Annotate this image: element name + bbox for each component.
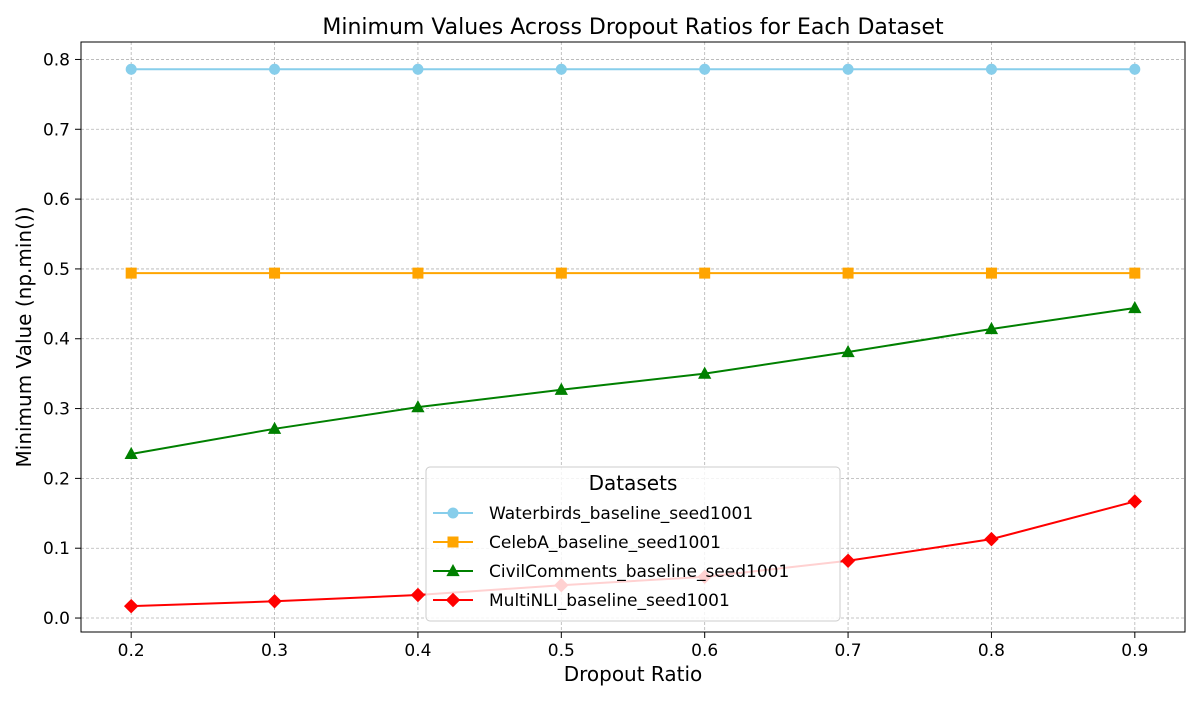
y-tick-label: 0.8: [43, 50, 70, 70]
legend[interactable]: Datasets Waterbirds_baseline_seed1001 Cel…: [425, 466, 841, 622]
legend-items: Waterbirds_baseline_seed1001 CelebA_basel…: [433, 504, 789, 611]
waterbirds-data-point: [699, 63, 711, 75]
multinli-data-point: [123, 598, 139, 614]
civilcomments-series-line: [131, 307, 1135, 455]
y-tick-label: 0.3: [43, 400, 70, 420]
celeba-data-point: [125, 267, 137, 279]
civilcomments-data-point: [1128, 300, 1142, 314]
waterbirds-data-point: [125, 63, 137, 75]
y-tick-label: 0.4: [43, 330, 70, 350]
waterbirds-data-point: [842, 63, 854, 75]
x-tick-label: 0.9: [1121, 641, 1148, 661]
x-tick-label: 0.7: [835, 641, 862, 661]
plot-frame: [80, 41, 1186, 633]
civilcomments-data-point: [554, 382, 568, 395]
x-tick-label: 0.5: [548, 641, 575, 661]
waterbirds-data-point: [269, 63, 281, 75]
multinli-data-point: [267, 594, 282, 609]
waterbirds-data-point: [985, 63, 997, 75]
legend-title: Datasets: [589, 471, 678, 495]
civilcomments-data-point: [267, 421, 282, 434]
civilcomments-data-point: [698, 366, 712, 379]
celeba-data-point: [985, 267, 997, 279]
celeba-data-point: [699, 267, 711, 279]
legend-label: Waterbirds_baseline_seed1001: [489, 504, 753, 524]
multinli-data-point: [410, 587, 426, 603]
y-axis: 0.0 0.1 0.2 0.3 0.4 0.5 0.6 0.7 0.8: [43, 50, 81, 629]
waterbirds-data-point: [1129, 63, 1141, 75]
celeba-data-point: [269, 267, 281, 279]
legend-label: CelebA_baseline_seed1001: [489, 533, 721, 553]
celeba-data-point: [1129, 267, 1141, 279]
civilcomments-data-point: [124, 446, 138, 460]
waterbirds-data-point: [412, 63, 424, 75]
legend-item-multinli[interactable]: MultiNLI_baseline_seed1001: [433, 591, 730, 611]
legend-marker: [445, 592, 461, 608]
y-tick-label: 0.1: [43, 539, 70, 559]
civilcomments-data-point: [984, 321, 999, 335]
chart-title: Minimum Values Across Dropout Ratios for…: [322, 15, 944, 40]
celeba-series: [125, 267, 1141, 279]
legend-item-civilcomments[interactable]: CivilComments_baseline_seed1001: [433, 562, 789, 582]
legend-marker: [447, 536, 459, 548]
x-tick-label: 0.8: [978, 641, 1005, 661]
y-axis-label: Minimum Value (np.min()): [12, 207, 36, 468]
legend-item-celeba[interactable]: CelebA_baseline_seed1001: [433, 533, 721, 553]
x-tick-label: 0.4: [404, 641, 431, 661]
x-axis-label: Dropout Ratio: [564, 662, 703, 686]
civilcomments-data-point: [841, 344, 855, 358]
waterbirds-data-point: [555, 63, 567, 75]
legend-marker: [447, 507, 459, 519]
civilcomments-series: [124, 300, 1142, 460]
legend-label: MultiNLI_baseline_seed1001: [489, 591, 730, 611]
legend-label: CivilComments_baseline_seed1001: [489, 562, 789, 582]
waterbirds-series: [125, 63, 1141, 75]
legend-marker: [446, 563, 460, 577]
y-tick-label: 0.0: [43, 609, 70, 629]
x-tick-label: 0.2: [118, 641, 145, 661]
legend-frame: [425, 466, 841, 622]
civilcomments-data-point: [411, 400, 425, 413]
y-tick-label: 0.7: [43, 120, 70, 140]
y-tick-label: 0.5: [43, 260, 70, 280]
x-tick-label: 0.3: [261, 641, 288, 661]
celeba-data-point: [842, 267, 854, 279]
x-axis: 0.2 0.3 0.4 0.5 0.6 0.7 0.8 0.9: [118, 632, 1148, 661]
multinli-data-point: [984, 531, 999, 547]
legend-item-waterbirds[interactable]: Waterbirds_baseline_seed1001: [433, 504, 753, 524]
multinli-data-point: [840, 553, 856, 568]
celeba-data-point: [412, 267, 424, 279]
x-tick-label: 0.6: [691, 641, 718, 661]
y-tick-label: 0.6: [43, 190, 70, 210]
celeba-data-point: [555, 267, 567, 279]
multinli-data-point: [1127, 494, 1143, 509]
y-tick-label: 0.2: [43, 469, 70, 489]
